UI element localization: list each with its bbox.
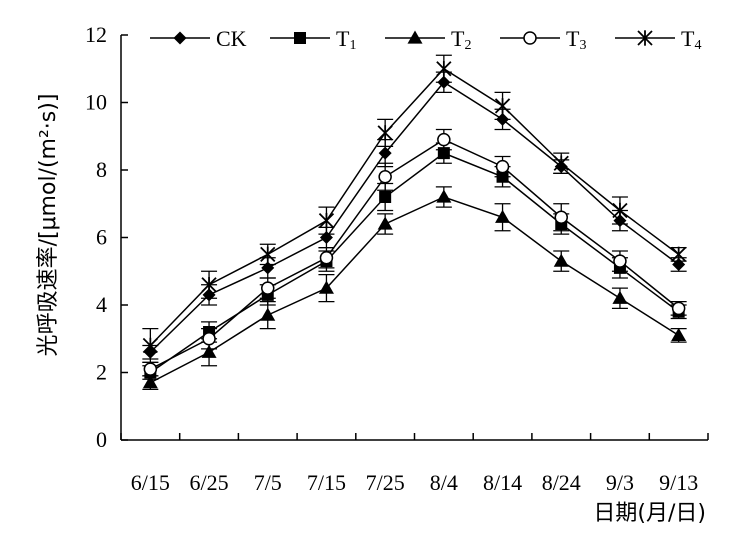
point-T3-1	[202, 332, 216, 346]
y-tick-label-1: 2	[96, 360, 107, 385]
point-T2-8	[612, 290, 628, 304]
point-T4-8	[612, 202, 628, 219]
point-T3-7	[554, 210, 568, 224]
point-T3-5	[437, 132, 451, 147]
point-T4-4	[377, 125, 393, 141]
x-axis-title: 日期(月/日)	[593, 501, 706, 526]
point-T3-9	[671, 301, 686, 316]
x-tick-label-8: 9/3	[606, 470, 634, 495]
point-T2-2	[260, 307, 276, 321]
legend-marker-CK	[173, 31, 187, 45]
x-tick-label-5: 8/4	[430, 470, 458, 495]
point-T2-9	[671, 327, 687, 341]
legend-item-T3: T3	[500, 26, 586, 53]
x-tick-label-0: 6/15	[131, 470, 170, 495]
point-T3-3	[319, 251, 334, 265]
point-T3-0	[143, 362, 158, 376]
point-T4-3	[318, 212, 335, 229]
legend-item-CK: CK	[150, 26, 247, 51]
legend-item-T1: T1	[270, 26, 356, 53]
series-line-T2	[150, 196, 680, 384]
point-T2-6	[495, 209, 511, 223]
series-CK	[142, 71, 687, 360]
legend: CK T1 T2 T3 T4	[150, 26, 701, 53]
point-T2-0	[142, 375, 158, 389]
axes: 0 2 4 6 8 10 12 6/15 6/25 7/5 7/15 7/25 8/4 8/14 8/24 9…	[85, 22, 709, 495]
series-T4	[142, 54, 687, 364]
x-tick-label-3: 7/15	[307, 470, 346, 495]
y-tick-label-3: 6	[96, 225, 107, 250]
x-tick-label-1: 6/25	[189, 470, 228, 495]
y-axis-title: 光呼吸速率/[μmol/(m²·s)]	[36, 94, 61, 357]
legend-label-T3: T3	[566, 26, 586, 53]
legend-marker-T2	[407, 30, 423, 44]
point-T4-5	[436, 61, 452, 77]
x-tick-label-9: 9/13	[659, 470, 698, 495]
point-T4-6	[494, 98, 511, 114]
series-line-CK	[149, 81, 680, 353]
point-CK-4	[378, 146, 392, 160]
point-T2-5	[436, 189, 452, 203]
point-T3-2	[261, 281, 275, 295]
legend-label-T4: T4	[681, 26, 701, 53]
point-T4-1	[201, 277, 217, 293]
point-T4-7	[553, 155, 569, 171]
legend-label-T1: T1	[336, 26, 356, 53]
series-line-T4	[149, 67, 680, 347]
y-tick-label-5: 10	[85, 90, 107, 115]
point-T3-6	[495, 159, 510, 174]
plot-area	[142, 54, 687, 391]
x-tick-label-2: 7/5	[254, 470, 282, 495]
series-T3	[142, 128, 687, 377]
y-tick-label-0: 0	[96, 427, 107, 452]
point-T3-4	[378, 170, 392, 184]
legend-item-T4: T4	[615, 26, 701, 53]
legend-marker-T1	[294, 32, 306, 44]
point-T4-9	[671, 246, 687, 263]
legend-marker-T4	[637, 30, 653, 46]
y-tick-label-4: 8	[96, 157, 107, 182]
point-T2-4	[377, 216, 393, 230]
point-T2-1	[201, 344, 217, 358]
point-T4-0	[142, 337, 158, 354]
series-T2	[142, 186, 687, 391]
legend-marker-T3	[523, 31, 537, 45]
legend-label-CK: CK	[216, 26, 247, 51]
point-T2-7	[553, 253, 569, 267]
legend-item-T2: T2	[385, 26, 471, 53]
point-T4-2	[260, 246, 276, 263]
series-line-T3	[150, 138, 680, 370]
y-tick-label-6: 12	[85, 22, 107, 47]
x-tick-label-6: 8/14	[483, 470, 522, 495]
legend-label-T2: T2	[451, 26, 471, 53]
series-T1	[142, 142, 687, 380]
point-T3-8	[613, 254, 627, 268]
point-T2-3	[318, 280, 334, 294]
x-tick-label-7: 8/24	[542, 470, 581, 495]
x-tick-label-4: 7/25	[366, 470, 405, 495]
point-T1-4	[379, 191, 392, 203]
y-tick-label-2: 4	[96, 292, 107, 317]
